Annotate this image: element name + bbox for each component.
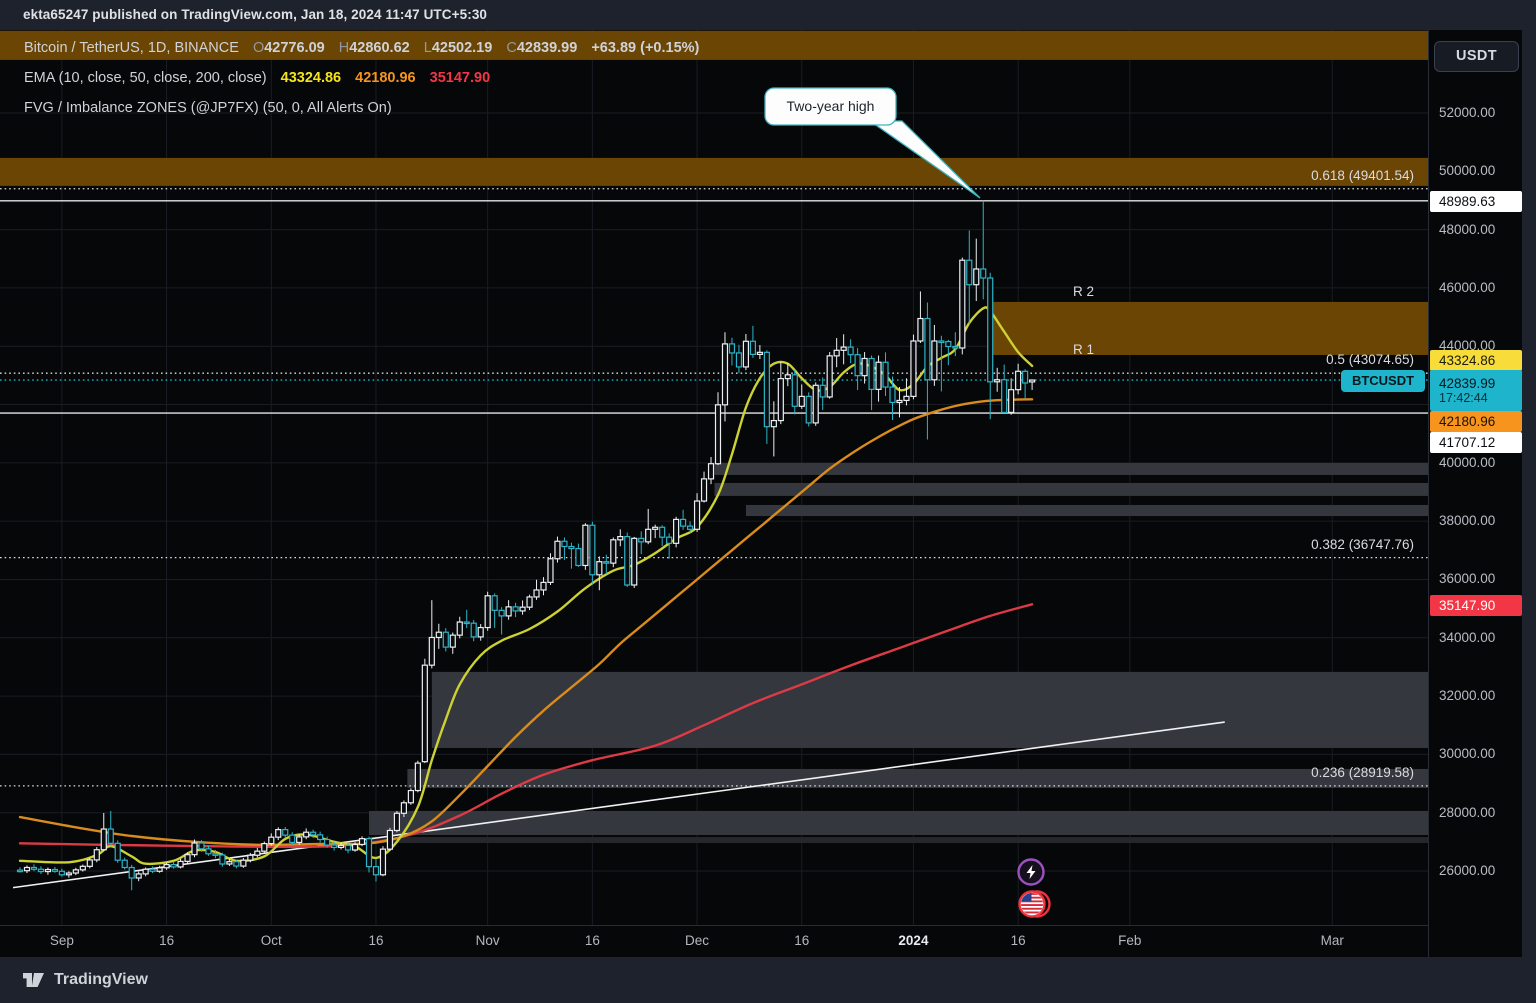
us-flag-event-icon[interactable] bbox=[1018, 890, 1051, 918]
close-label: C bbox=[506, 40, 517, 56]
time-tick: 16 bbox=[584, 933, 600, 948]
ema-title[interactable]: EMA (10, close, 50, close, 200, close) bbox=[24, 70, 267, 86]
price-tick: 46000.00 bbox=[1439, 279, 1496, 295]
time-axis[interactable]: Sep 16 Oct 16 Nov 16 Dec 16 2024 16 Feb Mar bbox=[0, 925, 1428, 957]
price-tick: 38000.00 bbox=[1439, 513, 1496, 529]
price-tick: 48000.00 bbox=[1439, 221, 1496, 237]
ema-indicator-row[interactable]: EMA (10, close, 50, close, 200, close) 4… bbox=[24, 66, 699, 91]
price-tick: 44000.00 bbox=[1439, 338, 1496, 354]
symbol-price-label: BTCUSDT bbox=[1341, 370, 1425, 392]
time-tick: 16 bbox=[1010, 933, 1026, 948]
time-tick: Mar bbox=[1320, 933, 1344, 948]
price-tick: 36000.00 bbox=[1439, 571, 1496, 587]
time-tick: 16 bbox=[794, 933, 810, 948]
publish-bar: ekta65247 published on TradingView.com, … bbox=[0, 0, 1536, 30]
time-tick: Sep bbox=[49, 933, 74, 948]
currency-toggle-button[interactable]: USDT bbox=[1434, 41, 1519, 72]
axis-gutter bbox=[1522, 30, 1536, 957]
time-tick: 2024 bbox=[898, 933, 929, 948]
fib-level-label: 0.5 (43074.65) bbox=[1326, 352, 1414, 368]
fvg-title[interactable]: FVG / Imbalance ZONES (@JP7FX) (50, 0, A… bbox=[24, 100, 392, 116]
price-badge: 35147.90 bbox=[1430, 594, 1522, 616]
time-tick: 16 bbox=[159, 933, 175, 948]
fvg-indicator-row[interactable]: FVG / Imbalance ZONES (@JP7FX) (50, 0, A… bbox=[24, 96, 699, 121]
low-label: L bbox=[423, 40, 432, 56]
price-badge: 48989.63 bbox=[1430, 190, 1522, 212]
legend: Bitcoin / TetherUS, 1D, BINANCE O42776.0… bbox=[24, 36, 699, 126]
price-axis[interactable]: USDT 52000.00 50000.00 48000.00 46000.00 440… bbox=[1428, 30, 1522, 957]
fib-level-label: 0.618 (49401.54) bbox=[1311, 167, 1414, 183]
ema50-value: 42180.96 bbox=[355, 70, 416, 86]
tradingview-logo-icon bbox=[23, 973, 44, 987]
footer: TradingView bbox=[0, 957, 1536, 1003]
time-tick: Nov bbox=[475, 933, 500, 948]
low-value: 42502.19 bbox=[431, 40, 493, 56]
price-tick: 28000.00 bbox=[1439, 804, 1496, 820]
price-badge: 41707.12 bbox=[1430, 431, 1522, 453]
open-label: O bbox=[252, 40, 265, 56]
change-value: +63.89 (+0.15%) bbox=[591, 40, 700, 56]
open-value: 42776.09 bbox=[264, 40, 325, 56]
price-badge: 43324.86 bbox=[1430, 349, 1522, 371]
fib-level-label: 0.382 (36747.76) bbox=[1311, 536, 1414, 552]
lightning-event-icon[interactable] bbox=[1017, 858, 1045, 886]
ema200-value: 35147.90 bbox=[429, 70, 491, 86]
time-tick: Oct bbox=[260, 933, 282, 948]
price-tick: 32000.00 bbox=[1439, 688, 1496, 704]
resistance-label: R 1 bbox=[1073, 342, 1095, 357]
publish-text: ekta65247 published on TradingView.com, … bbox=[23, 7, 488, 22]
price-tick: 50000.00 bbox=[1439, 163, 1496, 179]
price-tick: 40000.00 bbox=[1439, 454, 1496, 470]
price-tick: 34000.00 bbox=[1439, 629, 1496, 645]
price-badge: 42839.99 17:42:44 bbox=[1430, 369, 1522, 411]
high-label: H bbox=[338, 40, 350, 56]
resistance-label: R 2 bbox=[1073, 284, 1095, 299]
close-value: 42839.99 bbox=[516, 40, 578, 56]
time-tick: Feb bbox=[1118, 933, 1142, 948]
price-tick: 30000.00 bbox=[1439, 746, 1496, 762]
price-tick: 52000.00 bbox=[1439, 105, 1496, 120]
tradingview-wordmark: TradingView bbox=[54, 971, 148, 988]
price-badge: 42180.96 bbox=[1430, 410, 1522, 432]
two-year-high-callout[interactable]: Two-year high bbox=[786, 98, 875, 114]
time-tick: Dec bbox=[685, 933, 710, 948]
symbol-row[interactable]: Bitcoin / TetherUS, 1D, BINANCE O42776.0… bbox=[24, 36, 699, 61]
ema10-value: 43324.86 bbox=[280, 70, 342, 86]
time-tick: 16 bbox=[368, 933, 384, 948]
symbol-title[interactable]: Bitcoin / TetherUS, 1D, BINANCE bbox=[24, 40, 239, 56]
price-tick: 26000.00 bbox=[1439, 862, 1496, 878]
fib-level-label: 0.236 (28919.58) bbox=[1311, 764, 1414, 780]
high-value: 42860.62 bbox=[349, 40, 410, 56]
